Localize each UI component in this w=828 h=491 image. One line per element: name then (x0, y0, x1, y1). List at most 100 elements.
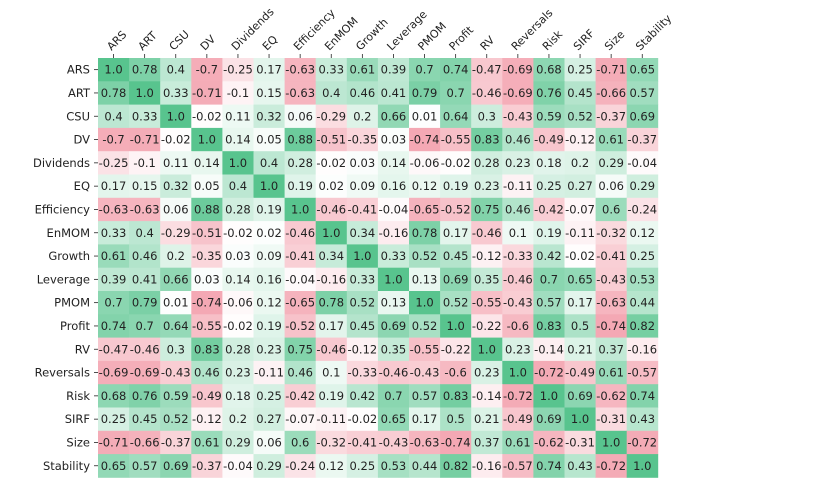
cell-value-label: 0.09 (256, 249, 282, 263)
heatmap-cell (129, 314, 161, 338)
heatmap-cell (377, 384, 410, 408)
heatmap-cell (409, 267, 441, 292)
cell-value-label: -0.6 (507, 319, 529, 333)
cell-value-label: -0.02 (223, 319, 253, 333)
heatmap-cell (222, 244, 254, 269)
cell-value-label: 0.23 (474, 366, 500, 380)
cell-value-label: 0.6 (602, 202, 620, 216)
cell-value-label: -0.55 (410, 342, 440, 356)
heatmap-cell (98, 58, 130, 82)
heatmap-cell (98, 291, 130, 315)
heatmap-cell (346, 127, 379, 152)
cell-value-label: 1.0 (167, 109, 185, 123)
heatmap-cell (409, 454, 441, 478)
cell-value-label: 0.7 (415, 63, 433, 77)
row-label-risk: Risk (66, 389, 90, 403)
cell-value-label: 0.09 (350, 179, 376, 193)
cell-value-label: -0.42 (285, 389, 315, 403)
cell-value-label: 0.12 (629, 226, 655, 240)
heatmap-cell (626, 221, 659, 245)
cell-value-label: -0.49 (192, 389, 222, 403)
cell-value-label: 0.03 (194, 272, 220, 286)
heatmap-cell (315, 174, 348, 199)
heatmap-cell (253, 430, 285, 455)
heatmap-cell (377, 454, 410, 478)
heatmap-cell (471, 454, 503, 478)
cell-value-label: -0.02 (347, 412, 377, 426)
row-label-dividends: Dividends (33, 156, 90, 170)
heatmap-cell (160, 267, 192, 292)
cell-value-label: 0.74 (443, 63, 469, 77)
cell-value-label: 0.82 (629, 319, 655, 333)
cell-value-label: 0.42 (350, 389, 376, 403)
cell-value-label: -0.25 (223, 63, 253, 77)
heatmap-cell (564, 58, 596, 82)
heatmap-cell (284, 291, 317, 315)
cell-value-label: 0.03 (225, 249, 251, 263)
cell-value-label: -0.33 (503, 249, 533, 263)
cell-value-label: 1.0 (415, 296, 433, 310)
heatmap-cell (564, 221, 596, 245)
row-label-art: ART (68, 86, 91, 100)
heatmap-cell (502, 384, 534, 408)
cell-value-label: -0.49 (503, 412, 533, 426)
heatmap-cell (471, 244, 503, 269)
cell-value-label: 0.23 (505, 342, 531, 356)
cell-value-label: 0.7 (447, 86, 465, 100)
heatmap-cell (440, 81, 472, 105)
heatmap-cell (222, 174, 254, 199)
cell-value-label: -0.47 (99, 342, 129, 356)
heatmap-cell (346, 81, 379, 105)
cell-value-label: -0.37 (596, 109, 626, 123)
cell-value-label: 0.76 (536, 86, 562, 100)
cell-value-label: 0.1 (322, 366, 340, 380)
heatmap-cell (502, 454, 534, 478)
heatmap-cell (471, 174, 503, 199)
cell-value-label: 0.25 (536, 179, 562, 193)
heatmap-cell (160, 104, 192, 129)
heatmap-cell (533, 244, 565, 269)
heatmap-cell (409, 430, 441, 455)
cell-value-label: 0.21 (567, 342, 593, 356)
cell-value-label: 0.43 (567, 459, 593, 473)
cell-value-label: -0.63 (285, 63, 315, 77)
cell-value-label: -0.69 (99, 366, 129, 380)
cell-value-label: -0.16 (472, 459, 502, 473)
cell-value-label: 0.23 (505, 156, 531, 170)
cell-value-label: 0.19 (443, 179, 469, 193)
cell-value-label: 0.32 (163, 179, 189, 193)
cell-value-label: -0.55 (441, 133, 471, 147)
heatmap-cell (626, 174, 659, 199)
heatmap-cell (409, 314, 441, 338)
heatmap-cell (98, 197, 130, 222)
cell-value-label: 0.41 (381, 86, 407, 100)
cell-value-label: -0.37 (192, 459, 222, 473)
heatmap-cell (471, 104, 503, 129)
cell-value-label: 0.78 (132, 63, 158, 77)
cell-value-label: 0.37 (598, 342, 624, 356)
heatmap-cell (129, 291, 161, 315)
heatmap-cell (129, 360, 161, 385)
cell-value-label: 0.06 (598, 179, 624, 193)
heatmap-cell (160, 314, 192, 338)
heatmap-cell (409, 337, 441, 362)
cell-value-label: -0.66 (596, 86, 626, 100)
heatmap-cell (595, 221, 628, 245)
cell-value-label: 0.44 (629, 296, 655, 310)
heatmap-cell (346, 337, 379, 362)
cell-value-label: -0.63 (285, 86, 315, 100)
heatmap-cell (377, 314, 410, 338)
heatmap-cell (98, 244, 130, 269)
heatmap-cell (595, 407, 628, 432)
cell-value-label: 0.61 (194, 435, 220, 449)
cell-value-label: -0.02 (441, 156, 471, 170)
heatmap-cell (564, 384, 596, 408)
heatmap-cell (626, 197, 659, 222)
cell-value-label: -0.7 (196, 63, 218, 77)
cell-value-label: 0.28 (225, 202, 251, 216)
heatmap-cell (471, 58, 503, 82)
heatmap-cell (595, 360, 628, 385)
cell-value-label: -0.46 (472, 226, 502, 240)
heatmap-cell (315, 151, 348, 175)
cell-value-label: 1.0 (571, 412, 589, 426)
